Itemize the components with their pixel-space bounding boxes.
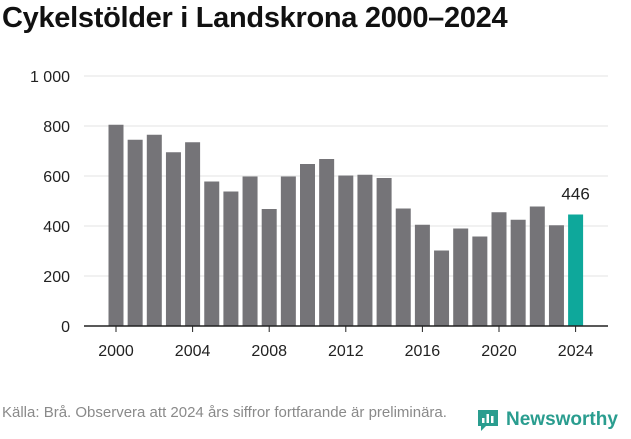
y-tick-label: 400 <box>43 219 70 236</box>
brand-logo[interactable]: Newsworthy <box>476 408 618 432</box>
x-tick-label: 2024 <box>558 343 594 360</box>
chart-title: Cykelstölder i Landskrona 2000–2024 <box>2 2 508 34</box>
bar-2003 <box>165 152 181 326</box>
x-tick-label: 2004 <box>175 343 211 360</box>
bar-2011 <box>319 159 335 326</box>
bar-2016 <box>414 224 430 326</box>
data-label-2024: 446 <box>561 185 589 204</box>
source-note: Källa: Brå. Observera att 2024 års siffr… <box>2 404 447 421</box>
y-axis-ticks: 0 200 400 600 800 1 000 <box>30 69 70 336</box>
bar-2014 <box>376 178 392 326</box>
bar-2001 <box>127 139 143 326</box>
bar-2023 <box>548 225 564 326</box>
bar-2002 <box>146 134 162 326</box>
x-tick-label: 2020 <box>481 343 517 360</box>
y-tick-label: 200 <box>43 269 70 286</box>
data-labels: 446 <box>561 185 589 204</box>
bars <box>108 124 584 326</box>
bar-2004 <box>185 142 201 326</box>
y-tick-label: 800 <box>43 119 70 136</box>
bar-2021 <box>510 219 526 326</box>
bar-2010 <box>300 164 315 326</box>
bar-2018 <box>453 228 469 326</box>
bar-2008 <box>261 209 277 326</box>
bar-2005 <box>204 181 220 326</box>
y-tick-label: 0 <box>61 319 70 336</box>
brand-name: Newsworthy <box>506 409 618 430</box>
x-tick-label: 2016 <box>405 343 441 360</box>
bar-2013 <box>357 174 373 326</box>
bar-2020 <box>491 212 507 326</box>
y-tick-label: 600 <box>43 169 70 186</box>
bar-2022 <box>529 206 545 326</box>
bar-2017 <box>434 250 450 326</box>
bar-2006 <box>223 191 239 326</box>
bar-2000 <box>108 124 124 326</box>
bar-2007 <box>242 176 258 326</box>
x-tick-label: 2008 <box>251 343 287 360</box>
bar-2024 <box>568 214 584 326</box>
x-axis: 2000 2004 2008 2012 2016 2020 2024 <box>84 325 608 360</box>
y-tick-label: 1 000 <box>30 69 70 86</box>
newsworthy-logo-icon <box>478 410 498 431</box>
bar-2015 <box>395 208 411 326</box>
bar-2012 <box>338 175 354 326</box>
bar-2009 <box>280 176 296 326</box>
x-tick-label: 2012 <box>328 343 364 360</box>
bar-2019 <box>472 236 488 326</box>
x-tick-label: 2000 <box>98 343 134 360</box>
